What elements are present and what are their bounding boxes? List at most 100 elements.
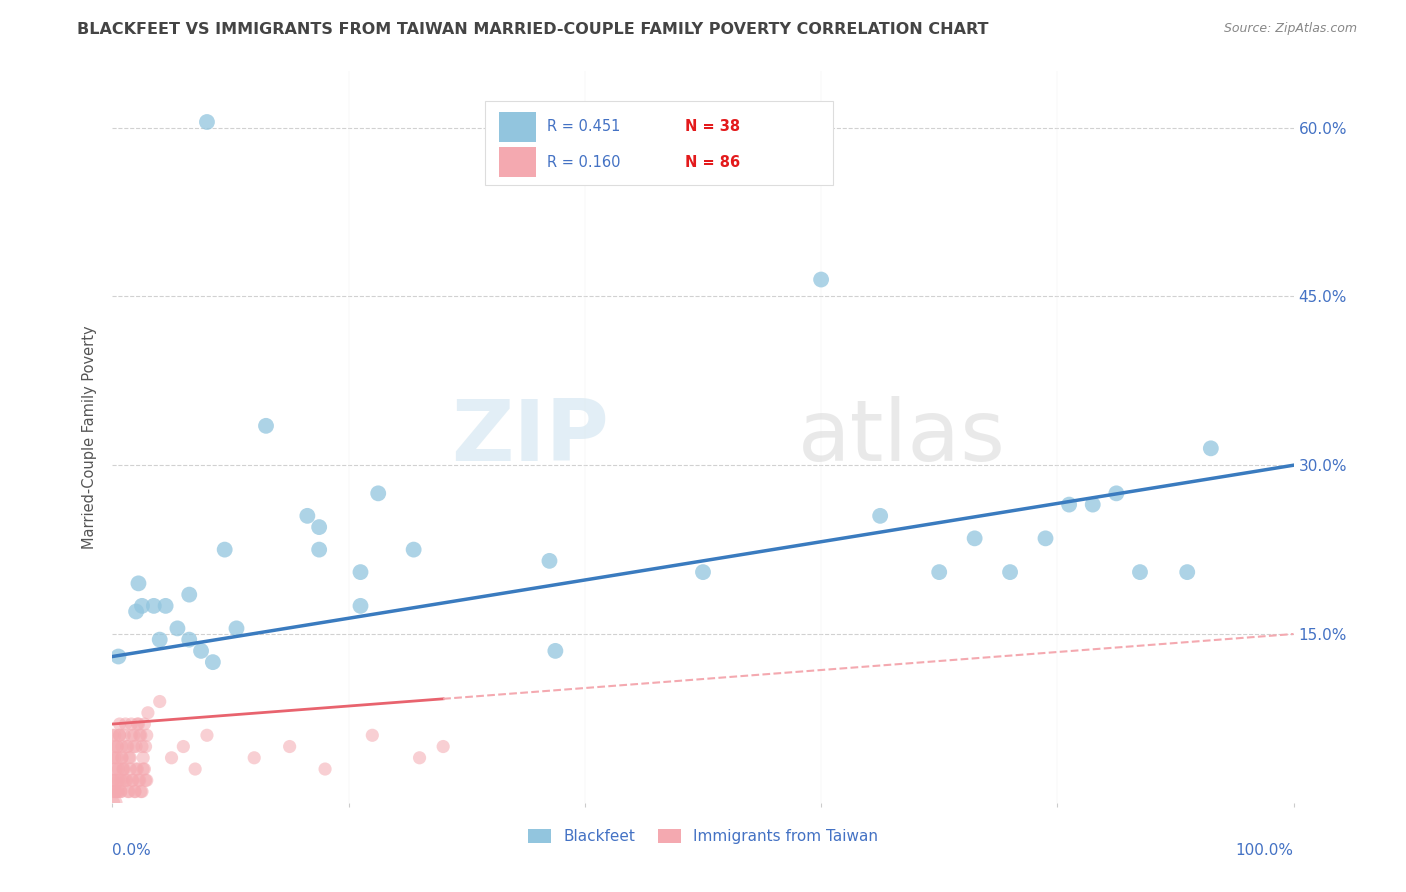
Point [118, 751, 141, 765]
Point [166, 621, 188, 635]
Point [963, 532, 986, 546]
Point [132, 751, 155, 765]
Point [135, 739, 157, 754]
Text: N = 86: N = 86 [685, 155, 741, 170]
Text: N = 38: N = 38 [685, 119, 741, 134]
Point [131, 739, 153, 754]
Text: atlas: atlas [797, 395, 1005, 479]
Point [243, 751, 266, 765]
Point [103, 796, 125, 810]
Point [149, 694, 172, 708]
Text: ZIP: ZIP [451, 395, 609, 479]
Point [108, 728, 131, 742]
Point [114, 773, 136, 788]
Point [107, 762, 129, 776]
Point [131, 599, 153, 613]
Point [408, 751, 430, 765]
Point [107, 649, 129, 664]
Point [538, 554, 561, 568]
Point [349, 599, 371, 613]
Point [105, 784, 128, 798]
Point [195, 115, 218, 129]
Point [112, 773, 135, 788]
Point [105, 762, 128, 776]
Point [128, 773, 150, 788]
Point [1057, 498, 1080, 512]
Point [107, 773, 129, 788]
Point [131, 784, 153, 798]
Point [201, 655, 224, 669]
Point [127, 762, 149, 776]
Legend: Blackfeet, Immigrants from Taiwan: Blackfeet, Immigrants from Taiwan [522, 822, 884, 850]
Point [308, 542, 330, 557]
Point [127, 717, 149, 731]
Point [105, 751, 128, 765]
Point [128, 728, 150, 742]
Point [149, 632, 172, 647]
Point [105, 739, 128, 754]
Point [104, 728, 127, 742]
Point [105, 796, 128, 810]
Point [810, 272, 832, 286]
Point [195, 728, 218, 742]
Point [134, 762, 156, 776]
Point [108, 717, 131, 731]
Point [120, 762, 142, 776]
Point [120, 717, 142, 731]
Point [179, 588, 201, 602]
Point [117, 739, 139, 754]
Point [172, 739, 194, 754]
FancyBboxPatch shape [499, 146, 537, 178]
Point [135, 773, 157, 788]
FancyBboxPatch shape [485, 101, 832, 185]
Point [254, 418, 277, 433]
Y-axis label: Married-Couple Family Poverty: Married-Couple Family Poverty [82, 326, 97, 549]
Point [120, 728, 142, 742]
Point [1035, 532, 1057, 546]
Point [1129, 565, 1152, 579]
Point [112, 728, 135, 742]
Point [117, 784, 139, 798]
Point [190, 644, 212, 658]
Point [1081, 498, 1104, 512]
Point [118, 784, 141, 798]
Point [432, 739, 454, 754]
Point [104, 784, 127, 798]
Point [361, 728, 384, 742]
Point [115, 739, 138, 754]
Text: 100.0%: 100.0% [1236, 843, 1294, 858]
Point [111, 751, 134, 765]
Point [184, 762, 207, 776]
Point [127, 576, 149, 591]
Point [125, 605, 148, 619]
Text: R = 0.160: R = 0.160 [547, 155, 620, 170]
Point [122, 728, 145, 742]
Point [1199, 442, 1222, 456]
Point [692, 565, 714, 579]
Point [121, 773, 143, 788]
Point [112, 762, 135, 776]
Text: BLACKFEET VS IMMIGRANTS FROM TAIWAN MARRIED-COUPLE FAMILY POVERTY CORRELATION CH: BLACKFEET VS IMMIGRANTS FROM TAIWAN MARR… [77, 22, 988, 37]
Point [214, 542, 236, 557]
Point [155, 599, 177, 613]
Point [111, 751, 134, 765]
Point [104, 751, 127, 765]
Point [127, 717, 149, 731]
Point [110, 784, 132, 798]
Point [125, 762, 148, 776]
Point [135, 728, 157, 742]
Point [105, 773, 128, 788]
Point [160, 751, 183, 765]
Point [134, 717, 156, 731]
Point [122, 739, 145, 754]
Point [129, 728, 152, 742]
FancyBboxPatch shape [499, 112, 537, 143]
Point [125, 739, 148, 754]
Point [314, 762, 336, 776]
Point [998, 565, 1021, 579]
Point [107, 784, 129, 798]
Point [101, 728, 124, 742]
Point [112, 762, 135, 776]
Point [225, 621, 247, 635]
Point [114, 717, 136, 731]
